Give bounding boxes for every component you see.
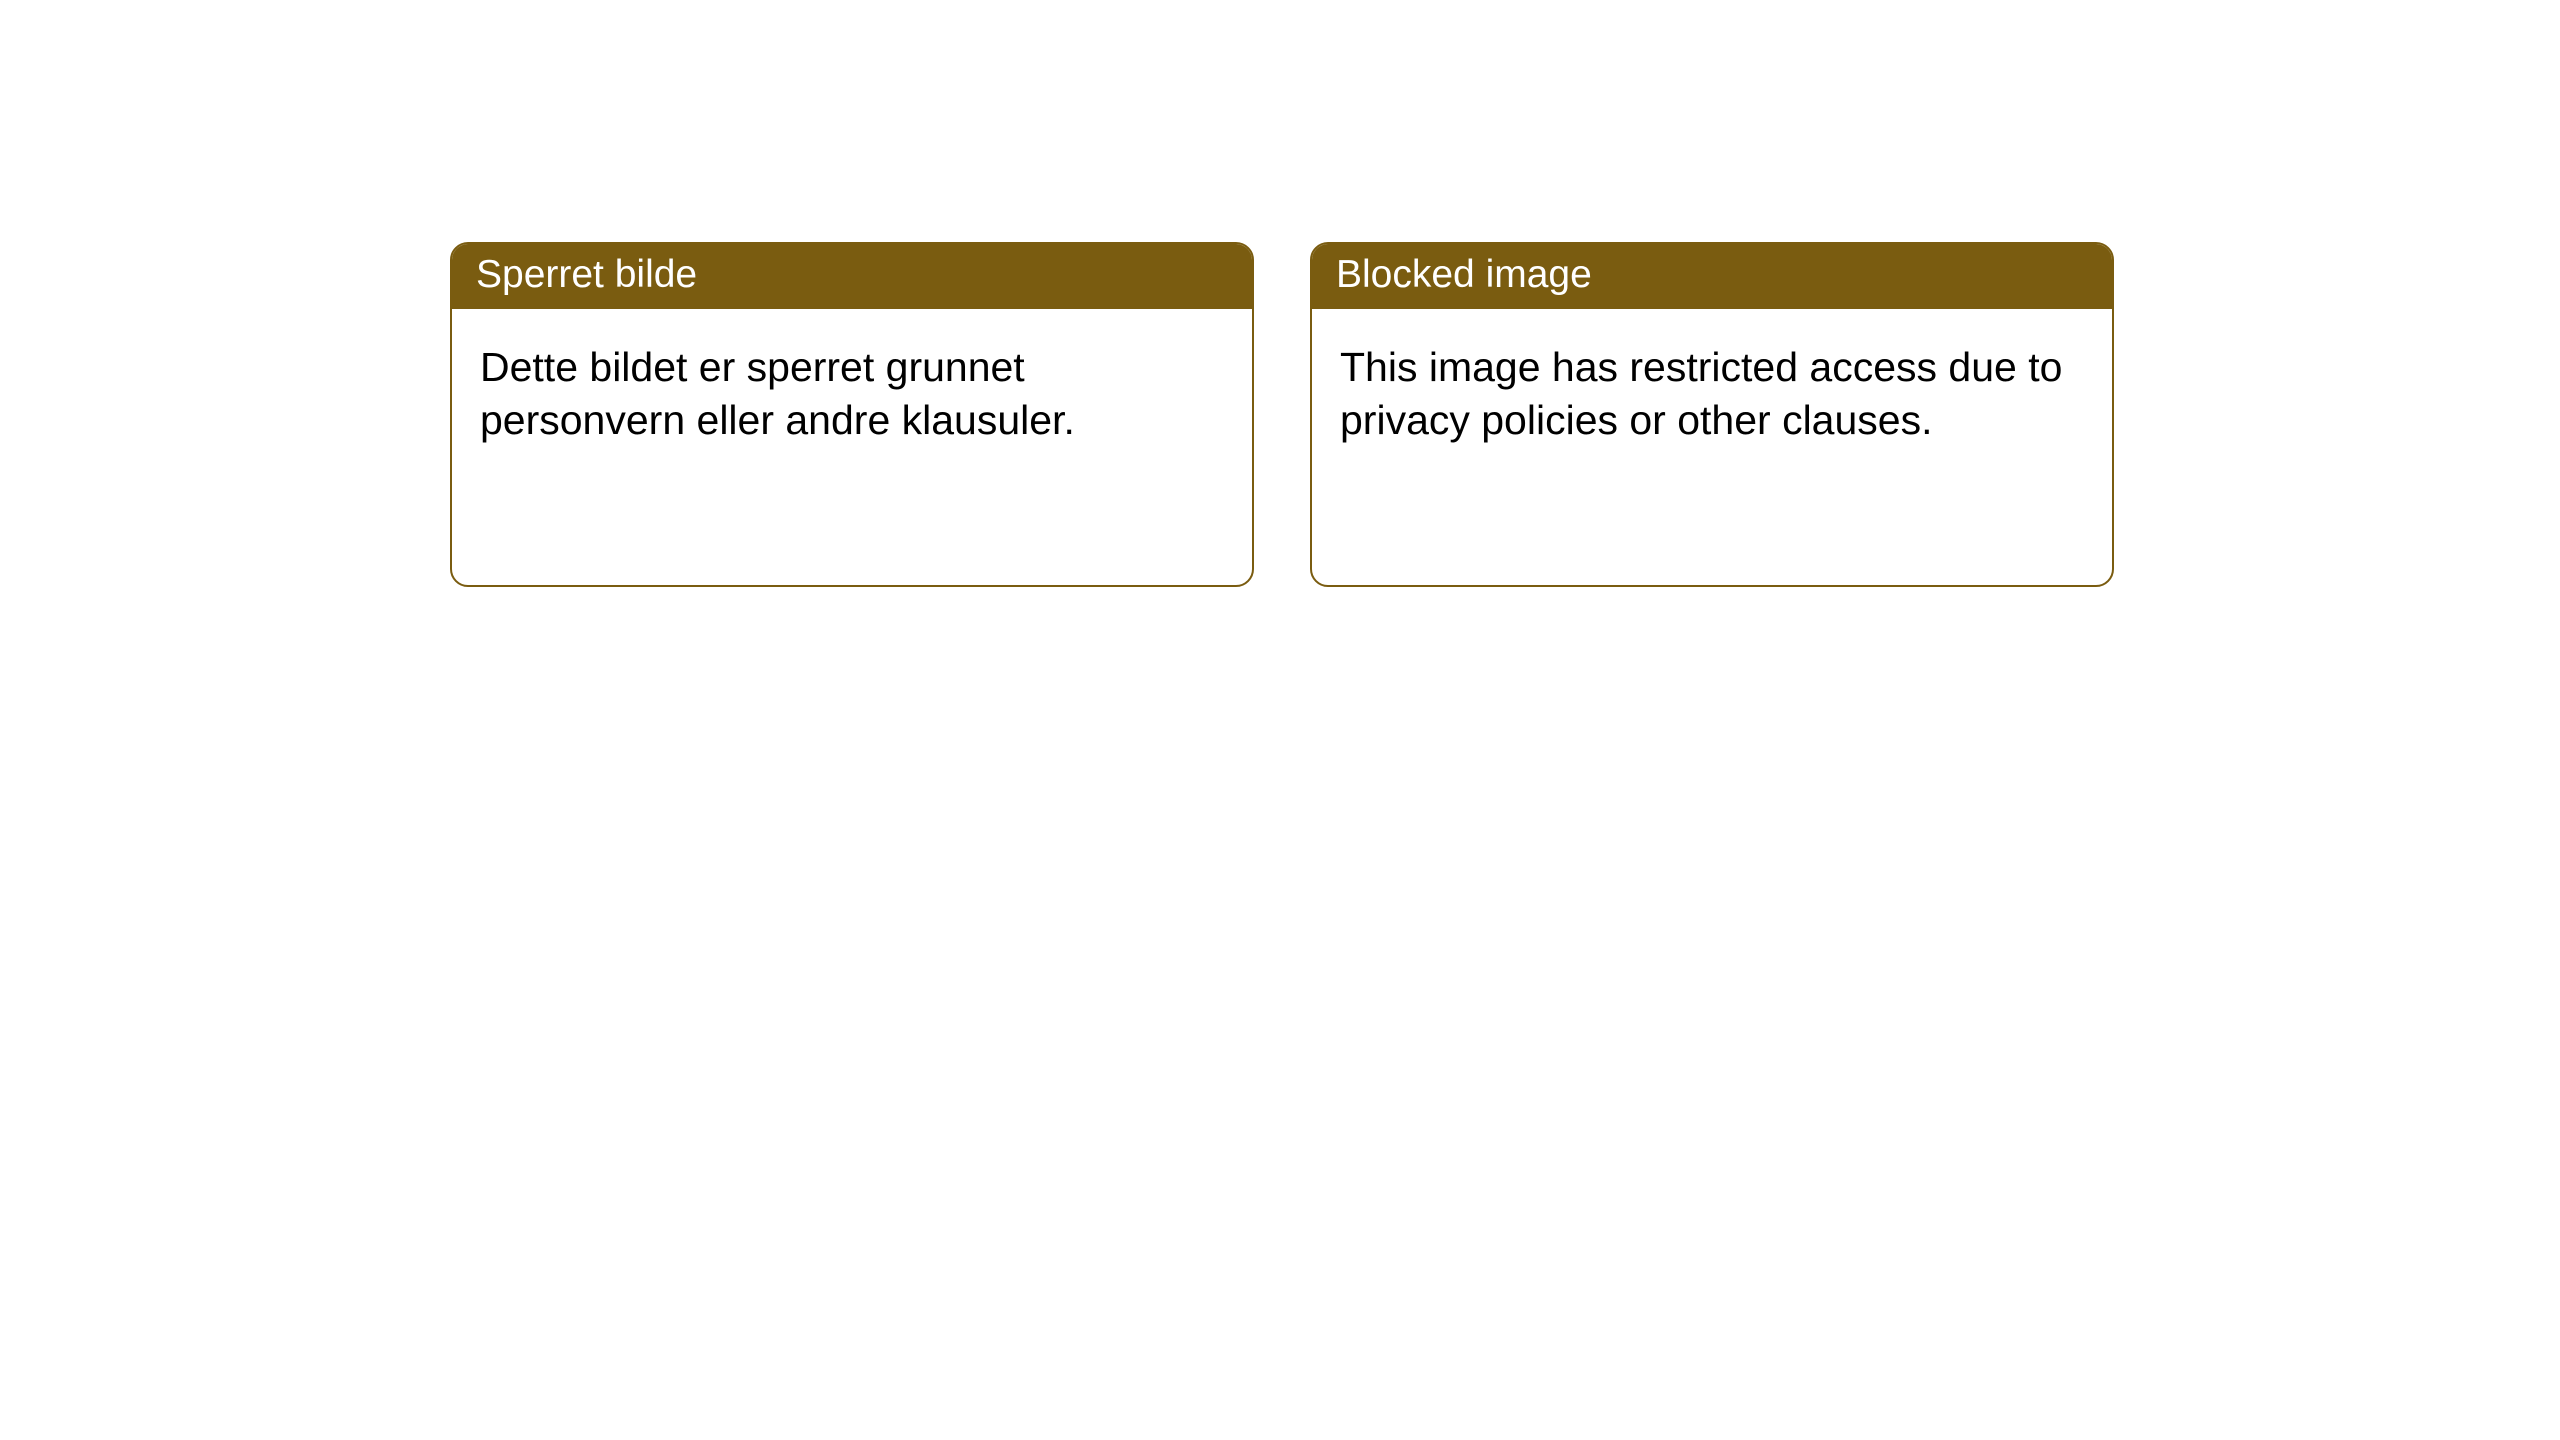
notice-card-norwegian: Sperret bilde Dette bildet er sperret gr…: [450, 242, 1254, 587]
notice-card-english: Blocked image This image has restricted …: [1310, 242, 2114, 587]
notice-header: Sperret bilde: [452, 244, 1252, 309]
notice-body: This image has restricted access due to …: [1312, 309, 2112, 585]
notice-body: Dette bildet er sperret grunnet personve…: [452, 309, 1252, 585]
notice-header: Blocked image: [1312, 244, 2112, 309]
notice-container: Sperret bilde Dette bildet er sperret gr…: [450, 242, 2114, 587]
